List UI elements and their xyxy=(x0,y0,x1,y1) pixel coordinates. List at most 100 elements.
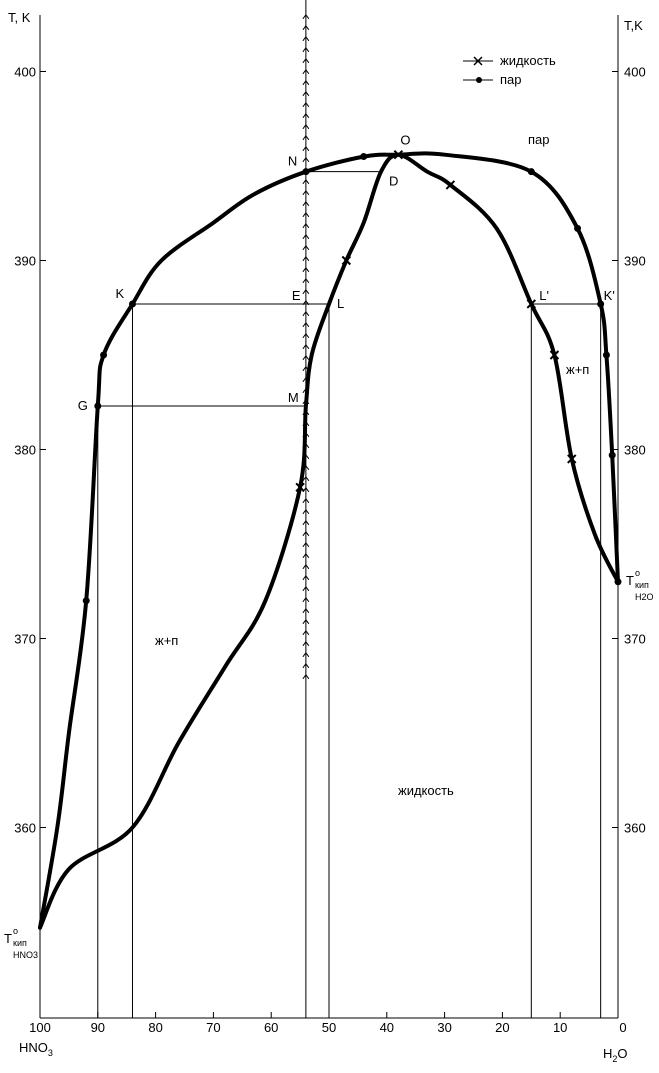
region-two-phase-left-label: ж+п xyxy=(155,633,178,648)
heating-arrow xyxy=(302,673,310,680)
vapor-marker xyxy=(608,451,616,459)
y-tick-label-left: 360 xyxy=(14,821,36,836)
point-label-n: N xyxy=(288,154,297,169)
boiling-point-hno3-sub2: HNO3 xyxy=(13,950,38,960)
y-tick-label-left: 380 xyxy=(14,443,36,458)
region-two-phase-right-label: ж+п xyxy=(566,362,589,377)
heating-arrow xyxy=(302,563,310,570)
legend-liquid-marker xyxy=(473,56,483,66)
heating-arrow xyxy=(302,35,310,42)
point-label-l: L xyxy=(337,296,344,311)
legend-liquid-label: жидкость xyxy=(500,53,556,68)
liquid-marker xyxy=(549,350,560,360)
heating-arrow xyxy=(302,332,310,339)
boiling-point-h2o-t: T xyxy=(626,573,634,588)
heating-arrow xyxy=(302,508,310,515)
y-tick-label-right: 390 xyxy=(624,254,646,269)
heating-arrow xyxy=(302,288,310,295)
heating-arrow xyxy=(302,354,310,361)
x-tick-label: 60 xyxy=(264,1020,278,1035)
labels: O N D K E L G M L' K' пар жидкость ж+п ж+п жидкость пар… xyxy=(4,53,654,960)
x-tick-label: 0 xyxy=(619,1020,626,1035)
heating-arrow xyxy=(302,321,310,328)
y-tick-label-left: 400 xyxy=(14,65,36,80)
x-tick-label: 80 xyxy=(148,1020,162,1035)
markers xyxy=(82,149,622,605)
heating-arrow xyxy=(302,343,310,350)
point-label-k-prime: K' xyxy=(604,288,615,303)
vapor-marker xyxy=(527,168,535,176)
vapor-marker xyxy=(94,402,102,410)
x-tick-label: 70 xyxy=(206,1020,220,1035)
heating-arrow xyxy=(302,629,310,636)
heating-arrow xyxy=(302,596,310,603)
point-label-l-prime: L' xyxy=(539,288,549,303)
heating-arrow xyxy=(302,244,310,251)
boiling-point-h2o-sup: o xyxy=(635,568,640,578)
x-tick-label: 100 xyxy=(29,1020,51,1035)
heating-arrow xyxy=(302,497,310,504)
point-label-d: D xyxy=(389,174,398,189)
heating-arrow xyxy=(302,255,310,262)
liquid-marker xyxy=(567,454,577,464)
point-label-o: O xyxy=(400,133,410,148)
vapor-marker xyxy=(597,300,605,308)
heating-arrow xyxy=(302,189,310,196)
y-tick-label-right: 400 xyxy=(624,65,646,80)
heating-arrow xyxy=(302,156,310,163)
heating-arrow xyxy=(302,651,310,658)
boiling-point-h2o-sub2: H2O xyxy=(635,592,654,602)
point-label-g: G xyxy=(78,398,88,413)
heating-arrow xyxy=(302,101,310,108)
liquid-marker xyxy=(393,149,404,160)
y-tick-label-left: 390 xyxy=(14,254,36,269)
heating-arrow xyxy=(302,574,310,581)
y-axis-label-left: T, K xyxy=(8,10,31,25)
boiling-point-hno3-sup: o xyxy=(13,926,18,936)
heating-arrow xyxy=(302,607,310,614)
heating-arrow xyxy=(302,123,310,130)
heating-arrow xyxy=(302,277,310,284)
heating-arrow xyxy=(302,519,310,526)
x-tick-label: 10 xyxy=(553,1020,567,1035)
point-label-k: K xyxy=(115,286,124,301)
vapor-marker xyxy=(602,351,610,359)
y-tick-label-right: 370 xyxy=(624,632,646,647)
liquid-curve xyxy=(38,152,620,930)
heating-arrow xyxy=(302,585,310,592)
region-liquid-label: жидкость xyxy=(398,783,454,798)
x-tick-label: 40 xyxy=(380,1020,394,1035)
liquid-marker xyxy=(445,180,456,190)
vapor-marker xyxy=(360,153,368,161)
heating-arrow xyxy=(302,200,310,207)
heating-arrow xyxy=(302,13,310,20)
heating-arrow xyxy=(302,68,310,75)
heating-arrow xyxy=(302,310,310,317)
heating-arrow xyxy=(302,662,310,669)
heating-arrow xyxy=(302,475,310,482)
x-axis-label-right: H2O xyxy=(603,1046,628,1064)
boiling-point-h2o-sub1: кип xyxy=(635,580,649,590)
heating-arrow xyxy=(302,222,310,229)
heating-arrow xyxy=(302,24,310,31)
y-axis-label-right: T,K xyxy=(624,18,643,33)
heating-arrow xyxy=(302,145,310,152)
heating-arrow xyxy=(302,90,310,97)
legend-vapor-marker xyxy=(476,77,482,83)
heating-arrow xyxy=(302,46,310,53)
heating-arrow xyxy=(302,618,310,625)
heating-arrow xyxy=(302,640,310,647)
heating-arrow xyxy=(302,178,310,185)
x-tick-label: 20 xyxy=(495,1020,509,1035)
liquid-marker xyxy=(526,299,537,309)
heating-arrow xyxy=(302,541,310,548)
vapor-marker xyxy=(614,578,622,586)
legend-vapor-label: пар xyxy=(500,72,522,87)
x-axis-label-left: HNO3 xyxy=(19,1040,53,1058)
liquid-marker xyxy=(295,482,305,493)
heating-arrow xyxy=(302,299,310,306)
heating-arrow xyxy=(302,266,310,273)
guide-lines xyxy=(97,0,602,1018)
